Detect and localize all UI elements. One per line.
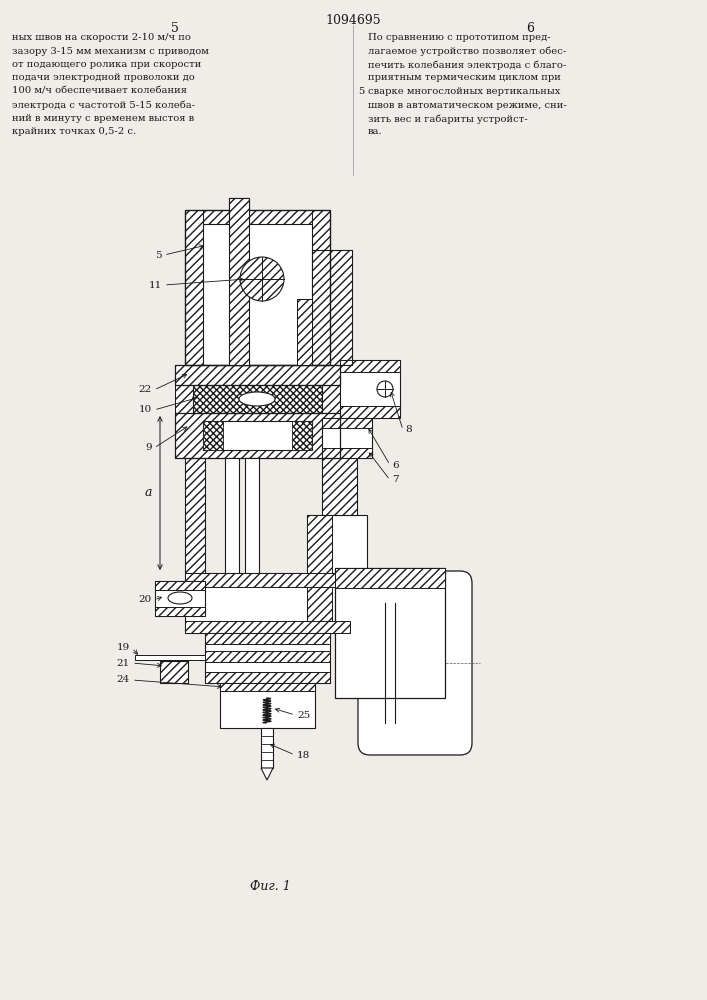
Text: сварке многослойных вертикальных: сварке многослойных вертикальных <box>368 87 561 96</box>
Bar <box>160 661 188 683</box>
Bar <box>340 360 400 418</box>
Bar <box>322 458 357 515</box>
Bar <box>297 299 312 365</box>
Bar <box>185 458 205 573</box>
Bar <box>205 672 330 683</box>
Bar <box>261 728 273 768</box>
Bar <box>193 385 322 413</box>
Bar <box>193 385 322 413</box>
Text: от подающего ролика при скорости: от подающего ролика при скорости <box>12 60 201 69</box>
Text: зить вес и габариты устройст-: зить вес и габариты устройст- <box>368 114 527 123</box>
Text: 5: 5 <box>156 250 162 259</box>
Bar <box>175 385 193 413</box>
Circle shape <box>240 257 284 301</box>
Text: a: a <box>144 487 152 499</box>
Text: 5: 5 <box>171 22 179 35</box>
Text: 1094695: 1094695 <box>325 14 381 27</box>
Text: электрода с частотой 5-15 колеба-: электрода с частотой 5-15 колеба- <box>12 101 195 110</box>
Text: 10: 10 <box>139 406 152 414</box>
Bar <box>175 413 340 458</box>
Bar <box>185 573 350 587</box>
Bar <box>312 250 352 365</box>
Bar <box>155 607 205 616</box>
Bar <box>322 385 340 413</box>
Text: 19: 19 <box>117 644 130 652</box>
Bar <box>155 581 205 616</box>
Text: 21: 21 <box>117 658 130 668</box>
Bar <box>175 365 340 385</box>
Text: зазору 3-15 мм механизм с приводом: зазору 3-15 мм механизм с приводом <box>12 46 209 55</box>
Text: приятным термическим циклом при: приятным термическим циклом при <box>368 74 561 83</box>
Text: 8: 8 <box>405 426 411 434</box>
Text: швов в автоматическом режиме, сни-: швов в автоматическом режиме, сни- <box>368 101 567 109</box>
Polygon shape <box>261 768 273 780</box>
Text: 9: 9 <box>146 444 152 452</box>
Bar <box>335 568 445 698</box>
Bar <box>322 385 340 413</box>
Bar <box>185 458 205 573</box>
Bar <box>175 413 340 458</box>
Text: 6: 6 <box>392 460 399 470</box>
Bar <box>203 224 312 365</box>
Bar <box>225 458 239 573</box>
Bar <box>185 210 203 365</box>
Bar <box>185 573 350 633</box>
Text: крайних точках 0,5-2 с.: крайних точках 0,5-2 с. <box>12 127 136 136</box>
Bar <box>322 458 357 515</box>
Text: По сравнению с прототипом пред-: По сравнению с прототипом пред- <box>368 33 551 42</box>
Text: 7: 7 <box>392 476 399 485</box>
Bar <box>160 661 188 683</box>
Text: 20: 20 <box>139 595 152 604</box>
Bar <box>155 581 205 590</box>
Bar <box>307 515 332 623</box>
Circle shape <box>377 381 393 397</box>
Bar <box>307 515 367 623</box>
Text: ва.: ва. <box>368 127 382 136</box>
Bar <box>205 633 330 644</box>
Bar <box>229 198 249 365</box>
Bar <box>245 458 259 573</box>
Bar <box>203 421 223 450</box>
Bar <box>312 210 330 365</box>
Bar <box>229 198 249 365</box>
Bar <box>175 365 340 385</box>
Bar <box>203 421 312 450</box>
Bar <box>322 448 372 458</box>
Bar <box>205 651 330 662</box>
Text: 6: 6 <box>526 22 534 35</box>
Text: 22: 22 <box>139 385 152 394</box>
Bar <box>322 418 372 428</box>
Bar <box>185 210 330 224</box>
Text: 11: 11 <box>148 280 162 290</box>
Text: 5: 5 <box>358 87 364 96</box>
Bar <box>220 683 315 691</box>
Bar <box>229 198 249 212</box>
Text: лагаемое устройство позволяет обес-: лагаемое устройство позволяет обес- <box>368 46 566 56</box>
FancyBboxPatch shape <box>358 571 472 755</box>
Text: 24: 24 <box>117 676 130 684</box>
Bar <box>297 299 312 365</box>
Bar <box>340 406 400 418</box>
Bar <box>335 568 445 588</box>
Bar <box>292 421 312 450</box>
Text: подачи электродной проволоки до: подачи электродной проволоки до <box>12 74 194 83</box>
Text: ний в минуту с временем выстоя в: ний в минуту с временем выстоя в <box>12 114 194 123</box>
Bar <box>185 210 330 365</box>
Text: 25: 25 <box>297 710 310 720</box>
Bar <box>220 683 315 728</box>
Text: Фиг. 1: Фиг. 1 <box>250 880 291 893</box>
Bar <box>340 360 400 372</box>
Text: печить колебания электрода с благо-: печить колебания электрода с благо- <box>368 60 566 70</box>
Bar <box>322 418 372 458</box>
Text: 18: 18 <box>297 750 310 760</box>
Ellipse shape <box>168 592 192 604</box>
Ellipse shape <box>239 392 275 406</box>
Bar <box>312 250 352 365</box>
Bar <box>175 385 193 413</box>
Bar <box>135 655 205 660</box>
Bar <box>185 621 350 633</box>
Text: ных швов на скорости 2-10 м/ч по: ных швов на скорости 2-10 м/ч по <box>12 33 191 42</box>
Text: 100 м/ч обеспечивает колебания: 100 м/ч обеспечивает колебания <box>12 87 187 96</box>
Bar <box>205 633 330 683</box>
